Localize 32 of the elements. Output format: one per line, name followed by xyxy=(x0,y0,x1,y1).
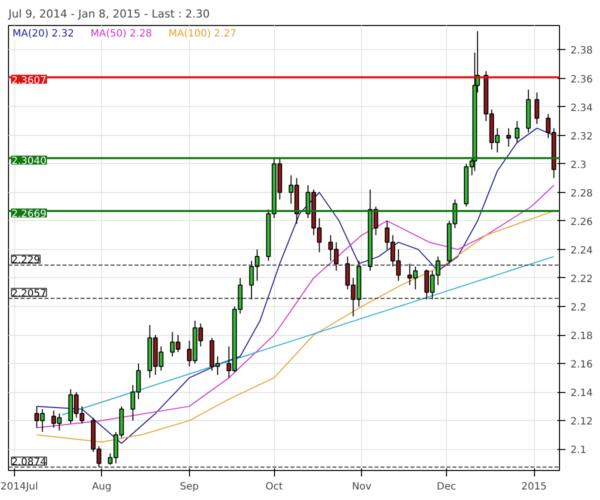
y-tick-label: 2.1 xyxy=(570,445,586,456)
chart-title: Jul 9, 2014 - Jan 8, 2015 - Last : 2.30 xyxy=(8,8,210,20)
text: MA(50) 2.28 xyxy=(90,28,152,40)
y-tick-label: 2.28 xyxy=(570,188,593,200)
y-tick-label: 2.12 xyxy=(570,416,593,428)
x-tick-label: Sep xyxy=(180,482,199,492)
y-tick-label: 2.2 xyxy=(570,302,586,314)
x-tick-label: 2015 xyxy=(521,482,547,492)
y-tick-label: 2.18 xyxy=(570,331,593,342)
x-tick-label: 2014Jul xyxy=(0,482,38,492)
x-tick-label: Nov xyxy=(352,482,372,492)
y-tick-label: 2.26 xyxy=(570,216,593,228)
ref-line-label: 2.2669 xyxy=(12,209,46,220)
text: MA(20) 2.32 xyxy=(12,28,74,40)
y-tick-label: 2.32 xyxy=(570,131,593,142)
candlestick xyxy=(534,92,540,124)
y-tick-label: 2.16 xyxy=(570,360,593,371)
text: MA(100) 2.27 xyxy=(168,28,236,40)
x-tick-label: Dec xyxy=(436,482,456,492)
x-tick-label: Aug xyxy=(92,482,112,492)
candlestick xyxy=(514,120,520,143)
y-tick-label: 2.3 xyxy=(570,160,586,171)
y-tick-label: 2.22 xyxy=(570,274,593,285)
y-tick-label: 2.24 xyxy=(570,245,593,256)
y-tick-label: 2.36 xyxy=(570,74,593,86)
ref-line-label: 2.3040 xyxy=(12,156,46,168)
y-tick-label: 2.14 xyxy=(570,388,593,400)
y-tick-label: 2.34 xyxy=(570,102,593,114)
ref-line-label: 2.3607 xyxy=(12,75,46,86)
x-tick-label: Oct xyxy=(265,482,283,492)
y-tick-label: 2.38 xyxy=(570,46,593,57)
candlestick xyxy=(506,128,511,148)
